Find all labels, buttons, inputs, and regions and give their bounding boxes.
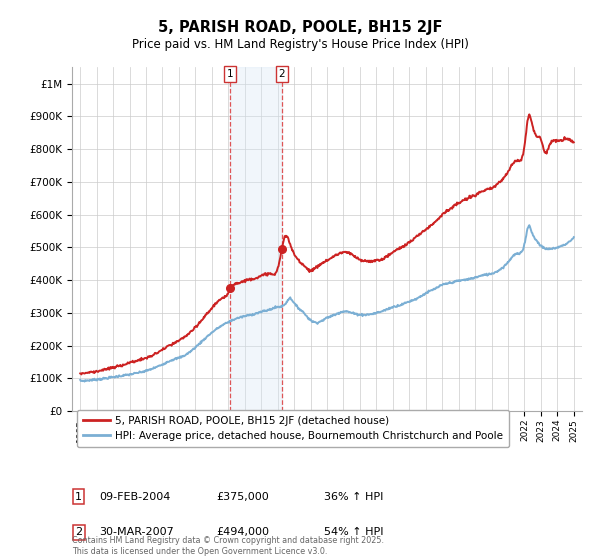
- Text: 2: 2: [278, 69, 285, 79]
- Text: £375,000: £375,000: [216, 492, 269, 502]
- Legend: 5, PARISH ROAD, POOLE, BH15 2JF (detached house), HPI: Average price, detached h: 5, PARISH ROAD, POOLE, BH15 2JF (detache…: [77, 409, 509, 447]
- Text: 30-MAR-2007: 30-MAR-2007: [99, 528, 174, 537]
- Text: 54% ↑ HPI: 54% ↑ HPI: [324, 528, 383, 537]
- Text: 36% ↑ HPI: 36% ↑ HPI: [324, 492, 383, 502]
- Text: £494,000: £494,000: [216, 528, 269, 537]
- Text: Price paid vs. HM Land Registry's House Price Index (HPI): Price paid vs. HM Land Registry's House …: [131, 38, 469, 50]
- Text: 2: 2: [75, 528, 82, 537]
- Text: 09-FEB-2004: 09-FEB-2004: [99, 492, 170, 502]
- Text: 1: 1: [75, 492, 82, 502]
- Text: 5, PARISH ROAD, POOLE, BH15 2JF: 5, PARISH ROAD, POOLE, BH15 2JF: [158, 20, 442, 35]
- Text: Contains HM Land Registry data © Crown copyright and database right 2025.
This d: Contains HM Land Registry data © Crown c…: [72, 536, 384, 556]
- Bar: [230, 67, 282, 411]
- Text: 1: 1: [227, 69, 233, 79]
